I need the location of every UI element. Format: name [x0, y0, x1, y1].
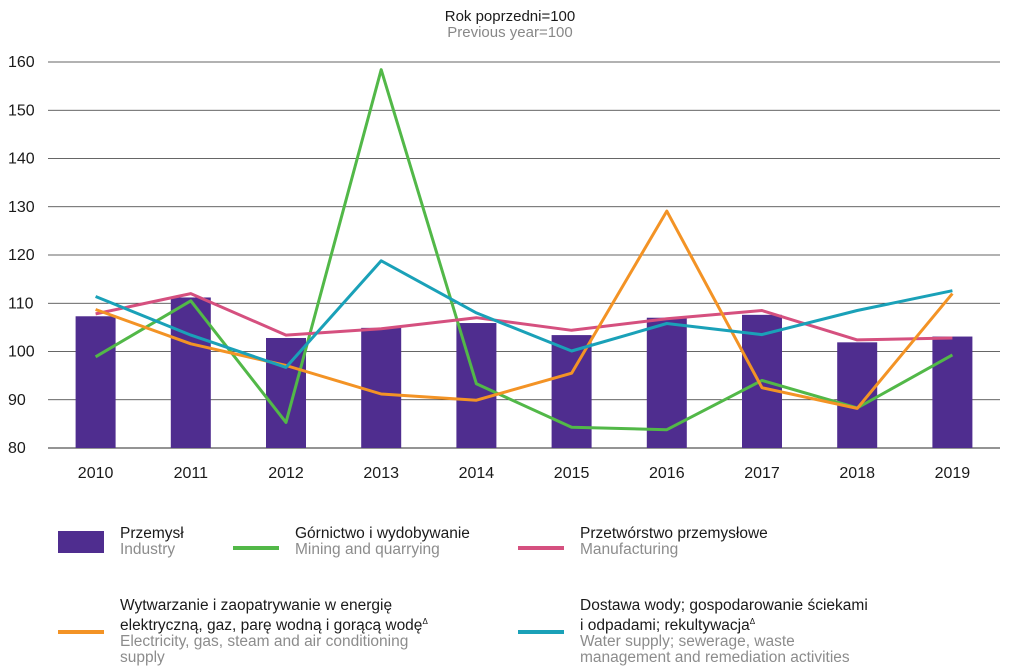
chart-plot: 80 90 100 110 120 130 140 150 160 2010 2011 2012 201…: [0, 0, 1014, 500]
legend-mark-water: Δ: [750, 617, 755, 626]
x-tick-label-2017: 2017: [744, 465, 780, 482]
legend-label-industry-en: Industry: [120, 542, 184, 558]
x-tick-label-2011: 2011: [174, 465, 209, 482]
y-tick-label-120: 120: [8, 247, 35, 264]
legend-label-mining-pl: Górnictwo i wydobywanie: [295, 526, 470, 542]
legend-label-electricity-en2: supply: [120, 650, 428, 666]
x-tick-label-2014: 2014: [459, 465, 495, 482]
legend-label-mining-en: Mining and quarrying: [295, 542, 470, 558]
x-tick-label-2012: 2012: [268, 465, 304, 482]
y-tick-label-130: 130: [8, 199, 35, 216]
legend-item-mining: Górnictwo i wydobywanie Mining and quarr…: [295, 526, 470, 558]
legend-label-water-en1: Water supply; sewerage, waste: [580, 634, 868, 650]
bar-industry-2018: [837, 342, 877, 448]
y-tick-label-110: 110: [8, 295, 34, 312]
legend-label-electricity-pl2: elektryczną, gaz, parę wodną i gorącą wo…: [120, 617, 422, 634]
x-tick-label-2019: 2019: [935, 465, 971, 482]
y-tick-label-140: 140: [8, 151, 35, 168]
x-tick-label-2013: 2013: [363, 465, 399, 482]
legend-label-manufacturing-en: Manufacturing: [580, 542, 768, 558]
x-tick-label-2010: 2010: [78, 465, 114, 482]
y-tick-label-100: 100: [8, 344, 35, 361]
legend-item-manufacturing: Przetwórstwo przemysłowe Manufacturing: [580, 526, 768, 558]
y-tick-label-160: 160: [8, 54, 35, 71]
legend-swatch-manufacturing: [518, 546, 564, 550]
legend-label-water-pl2: i odpadami; rekultywacja: [580, 617, 750, 634]
legend-label-industry-pl: Przemysł: [120, 526, 184, 542]
bar-industry-2012: [266, 338, 306, 448]
y-tick-label-90: 90: [8, 392, 26, 409]
x-tick-label-2016: 2016: [649, 465, 685, 482]
bar-industry-2019: [932, 337, 972, 448]
legend-item-electricity: Wytwarzanie i zaopatrywanie w energię el…: [120, 598, 428, 666]
legend-label-water-pl1: Dostawa wody; gospodarowanie ściekami: [580, 598, 868, 614]
legend-swatch-industry: [58, 531, 104, 553]
legend-swatch-mining: [233, 546, 279, 550]
x-tick-label-2015: 2015: [554, 465, 590, 482]
y-tick-label-80: 80: [8, 440, 26, 457]
legend-swatch-electricity: [58, 630, 104, 634]
bar-industry-2013: [361, 328, 401, 448]
legend-item-water: Dostawa wody; gospodarowanie ściekami i …: [580, 598, 868, 666]
y-tick-label-150: 150: [8, 102, 35, 119]
legend-swatch-water: [518, 630, 564, 634]
legend-label-electricity-en1: Electricity, gas, steam and air conditio…: [120, 634, 428, 650]
legend-label-manufacturing-pl: Przetwórstwo przemysłowe: [580, 526, 768, 542]
x-tick-label-2018: 2018: [839, 465, 875, 482]
line-series-mining: [96, 70, 953, 430]
legend-item-industry: Przemysł Industry: [120, 526, 184, 558]
legend-label-water-en2: management and remediation activities: [580, 650, 868, 666]
legend-mark-electricity: Δ: [422, 617, 427, 626]
bar-industry-2010: [76, 316, 116, 448]
legend-label-electricity-pl1: Wytwarzanie i zaopatrywanie w energię: [120, 598, 428, 614]
